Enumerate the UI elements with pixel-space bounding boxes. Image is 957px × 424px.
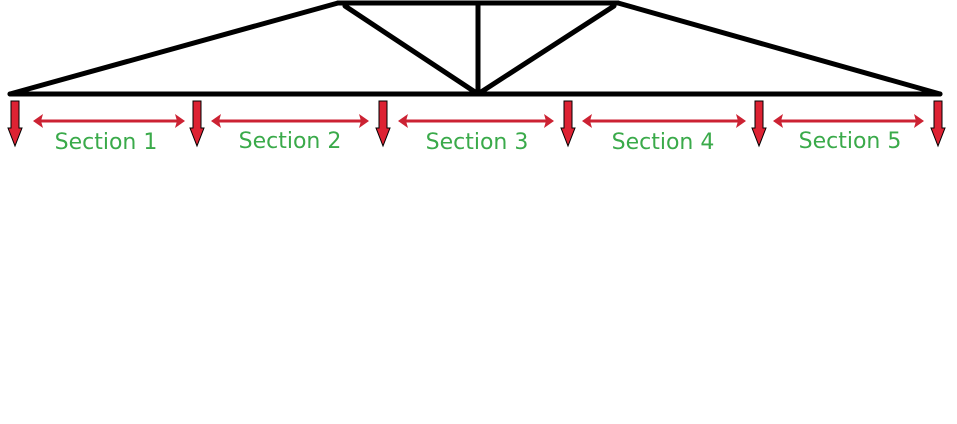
load-arrow-icon — [7, 100, 23, 148]
span-arrow-icon — [773, 114, 924, 128]
span-arrow-head-left — [773, 114, 783, 128]
load-arrow-shape — [751, 100, 767, 148]
span-arrow-icon — [582, 114, 746, 128]
load-arrow-icon — [189, 100, 205, 148]
load-arrow-shape — [930, 100, 946, 148]
span-arrow-icon — [33, 114, 185, 128]
section-label-1: Section 1 — [55, 130, 158, 155]
left-web — [342, 3, 481, 97]
span-arrow-head-left — [211, 114, 221, 128]
load-arrow-icon — [930, 100, 946, 148]
section-label-3: Section 3 — [426, 130, 529, 155]
load-arrow-icon — [560, 100, 576, 148]
left-top-chord — [7, 0, 341, 97]
section-label-5: Section 5 — [799, 129, 902, 154]
span-arrow-head-right — [175, 114, 185, 128]
span-arrow-head-left — [398, 114, 408, 128]
load-arrow-icon — [751, 100, 767, 148]
span-arrow-head-left — [33, 114, 43, 128]
span-arrow-head-right — [359, 114, 369, 128]
span-arrows — [33, 114, 924, 128]
load-arrow-shape — [375, 100, 391, 148]
section-label-2: Section 2 — [239, 129, 342, 154]
span-arrow-head-right — [544, 114, 554, 128]
span-arrow-icon — [211, 114, 369, 128]
right-top-chord — [615, 0, 943, 97]
load-arrow-shape — [7, 100, 23, 148]
span-arrow-head-right — [914, 114, 924, 128]
span-arrow-head-left — [582, 114, 592, 128]
section-label-4: Section 4 — [612, 130, 715, 155]
truss-members — [7, 0, 943, 97]
load-arrows — [7, 100, 946, 148]
span-arrow-head-right — [736, 114, 746, 128]
section-labels: Section 1 Section 2 Section 3 Section 4 … — [55, 129, 902, 155]
load-arrow-icon — [375, 100, 391, 148]
right-web — [475, 3, 617, 97]
load-arrow-shape — [189, 100, 205, 148]
load-arrow-shape — [560, 100, 576, 148]
span-arrow-icon — [398, 114, 554, 128]
